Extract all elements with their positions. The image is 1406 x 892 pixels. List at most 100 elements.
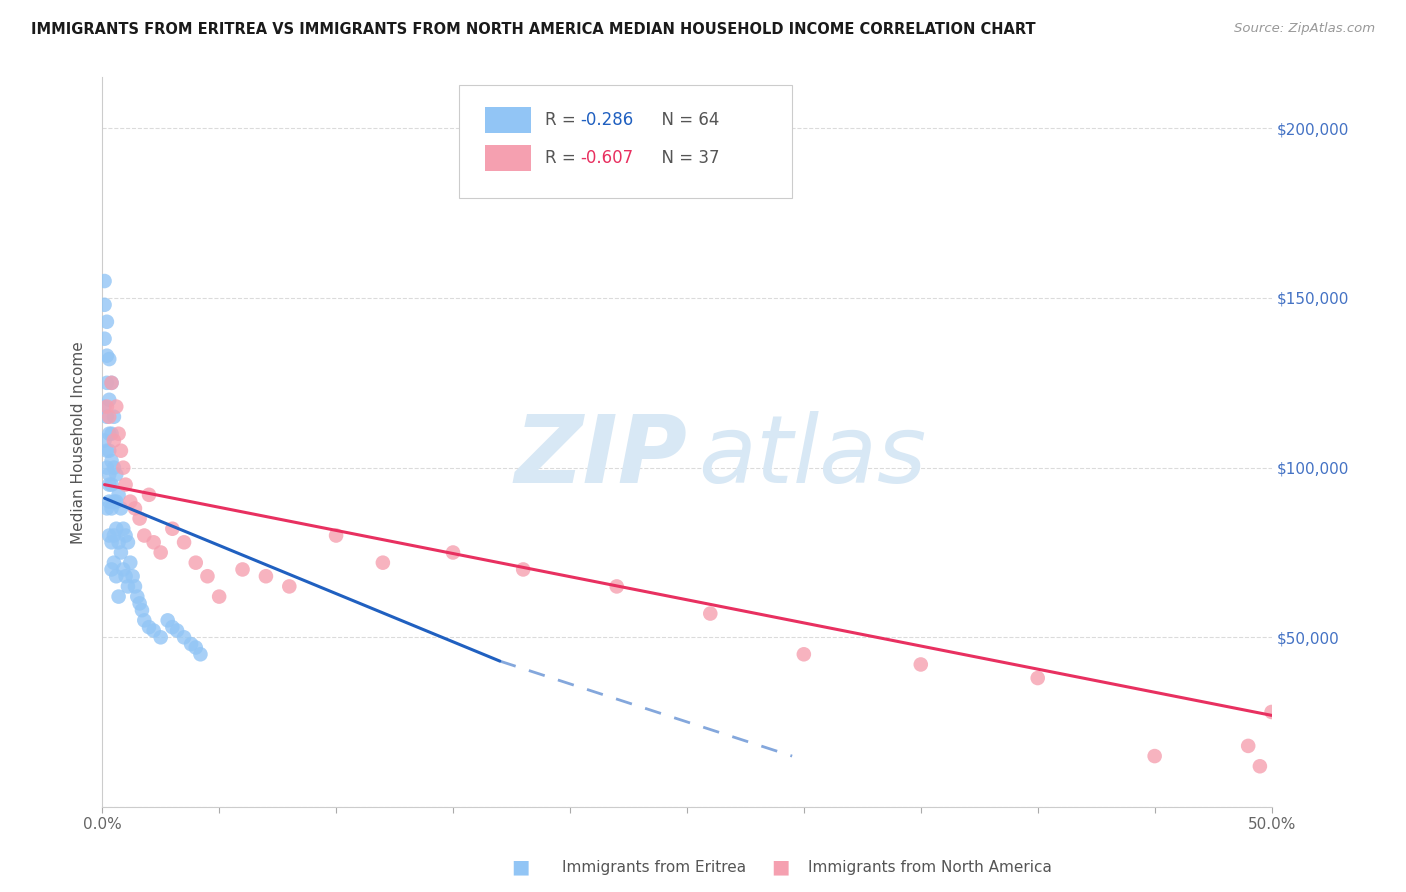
Point [180, 637, 202, 651]
Point [162, 620, 184, 634]
Point [1143, 749, 1166, 764]
Point [910, 657, 932, 672]
Point [107, 426, 129, 441]
Point [112, 562, 135, 576]
Point [96, 400, 118, 414]
Text: ■: ■ [770, 857, 790, 877]
Text: Immigrants from Eritrea: Immigrants from Eritrea [562, 860, 747, 874]
Point [114, 528, 136, 542]
Point [606, 579, 628, 593]
Point [142, 535, 165, 549]
Point [98, 467, 121, 482]
Text: Source: ZipAtlas.com: Source: ZipAtlas.com [1234, 22, 1375, 36]
Point [100, 535, 122, 549]
Point [127, 590, 149, 604]
Point [121, 569, 143, 583]
Point [117, 535, 139, 549]
Point [173, 535, 195, 549]
Text: -0.607: -0.607 [581, 149, 634, 167]
Point [105, 400, 128, 414]
Text: ZIP: ZIP [515, 411, 688, 503]
Point [128, 511, 150, 525]
FancyBboxPatch shape [485, 107, 531, 133]
Point [142, 624, 165, 638]
Point [98, 528, 121, 542]
Point [107, 488, 129, 502]
Point [124, 501, 146, 516]
Point [98, 443, 121, 458]
Point [114, 477, 136, 491]
Point [100, 562, 122, 576]
Point [208, 590, 231, 604]
Point [103, 528, 125, 542]
Point [100, 477, 122, 491]
Point [100, 376, 122, 390]
Point [114, 569, 136, 583]
Point [93, 332, 115, 346]
Point [138, 620, 160, 634]
Text: IMMIGRANTS FROM ERITREA VS IMMIGRANTS FROM NORTH AMERICA MEDIAN HOUSEHOLD INCOME: IMMIGRANTS FROM ERITREA VS IMMIGRANTS FR… [31, 22, 1036, 37]
Point [103, 494, 125, 508]
Point [184, 556, 207, 570]
Point [278, 579, 301, 593]
Point [166, 624, 188, 638]
Point [96, 501, 118, 516]
Point [100, 426, 122, 441]
Point [173, 630, 195, 644]
Point [134, 613, 156, 627]
Point [105, 522, 128, 536]
Point [110, 501, 132, 516]
FancyBboxPatch shape [458, 85, 792, 198]
Point [98, 392, 121, 407]
Point [254, 569, 277, 583]
Point [1249, 759, 1271, 773]
Point [107, 535, 129, 549]
Point [105, 494, 128, 508]
Point [112, 522, 135, 536]
Point [96, 376, 118, 390]
Point [100, 454, 122, 468]
Point [96, 443, 118, 458]
Point [96, 460, 118, 475]
Text: -0.286: -0.286 [581, 111, 634, 128]
Point [134, 528, 156, 542]
Point [103, 460, 125, 475]
Point [184, 640, 207, 655]
Text: atlas: atlas [699, 411, 927, 502]
Point [138, 488, 160, 502]
Point [96, 409, 118, 424]
Point [110, 545, 132, 559]
Point [793, 648, 815, 662]
Point [197, 569, 219, 583]
Point [190, 648, 212, 662]
Point [441, 545, 464, 559]
Point [699, 607, 721, 621]
Point [128, 596, 150, 610]
FancyBboxPatch shape [485, 145, 531, 171]
Point [325, 528, 347, 542]
Point [1237, 739, 1260, 753]
Point [112, 460, 135, 475]
Text: N = 64: N = 64 [651, 111, 718, 128]
Point [512, 562, 534, 576]
Text: Immigrants from North America: Immigrants from North America [808, 860, 1052, 874]
Point [93, 274, 115, 288]
Point [93, 400, 115, 414]
Point [162, 522, 184, 536]
Point [156, 613, 179, 627]
Point [103, 409, 125, 424]
Point [98, 477, 121, 491]
Point [93, 434, 115, 448]
Point [107, 590, 129, 604]
Point [124, 579, 146, 593]
Point [98, 494, 121, 508]
Point [120, 556, 142, 570]
Point [131, 603, 153, 617]
Point [105, 467, 128, 482]
Point [100, 376, 122, 390]
Point [120, 494, 142, 508]
Point [98, 352, 121, 367]
Point [103, 556, 125, 570]
Point [103, 434, 125, 448]
Point [149, 630, 172, 644]
